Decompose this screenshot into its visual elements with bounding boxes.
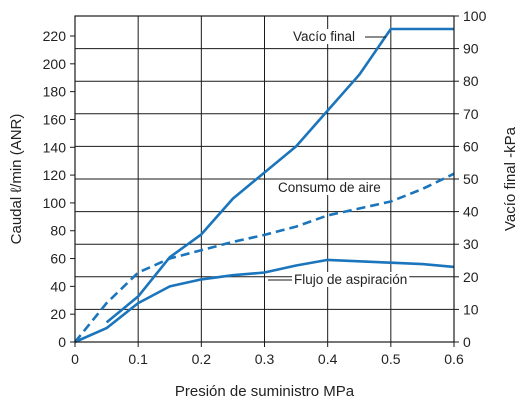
y2-tick-label: 10: [463, 301, 479, 317]
y-tick-label: 140: [43, 139, 67, 155]
y-tick-label: 180: [43, 84, 67, 100]
x-axis-title: Presión de suministro MPa: [175, 383, 355, 400]
x-tick-label: 0.5: [381, 351, 401, 367]
x-tick-label: 0.1: [128, 351, 148, 367]
series-flujo-de-aspiracion: [74, 258, 455, 344]
y-tick-label: 220: [43, 28, 67, 44]
grid: [75, 16, 454, 342]
series-consumo-de-aire: [73, 172, 455, 343]
annotation-background: [292, 272, 410, 287]
annotation-consumo-de-aire: Consumo de aire: [278, 180, 381, 195]
y2-tick-label: 20: [463, 269, 479, 285]
x-tick-label: 0.2: [192, 351, 212, 367]
y2-tick-label: 90: [463, 41, 479, 57]
y-tick-label: 60: [50, 251, 66, 267]
y-tick-label: 20: [50, 306, 66, 322]
y2-tick-label: 100: [463, 8, 487, 24]
x-tick-label: 0.6: [444, 351, 464, 367]
y-tick-label: 40: [50, 278, 66, 294]
y-tick-label: 120: [43, 167, 67, 183]
x-tick-label: 0.3: [255, 351, 275, 367]
x-tick-label: 0.4: [318, 351, 338, 367]
annotation-background: [276, 180, 383, 195]
annotation-flujo-de-aspiracion: Flujo de aspiración: [294, 272, 407, 287]
annotation-leaders: [268, 36, 386, 281]
x-tick-label: 0: [71, 351, 79, 367]
y2-axis-title: Vacío final -kPa: [502, 126, 519, 231]
y2-tick-label: 0: [463, 334, 471, 350]
y2-tick-label: 40: [463, 204, 479, 220]
y-tick-label: 160: [43, 111, 67, 127]
ticks: [70, 15, 459, 347]
tick-labels: 0 0.1 0.2 0.3 0.4 0.5 0.6010203040506070809010…: [43, 8, 487, 367]
y2-tick-label: 70: [463, 106, 479, 122]
annotation-background: [291, 29, 358, 44]
y2-tick-label: 50: [463, 171, 479, 187]
y-axis-title: Caudal ℓ/min (ANR): [8, 114, 25, 245]
y2-tick-label: 60: [463, 138, 479, 154]
y-tick-label: 100: [43, 195, 67, 211]
annotation-vacio-final: Vacío final: [293, 29, 355, 44]
series-layer: [73, 27, 455, 344]
series-vacio-final: [105, 27, 454, 324]
y2-tick-label: 30: [463, 236, 479, 252]
y-tick-label: 0: [58, 334, 66, 350]
y-tick-label: 80: [50, 223, 66, 239]
y2-tick-label: 80: [463, 73, 479, 89]
y-tick-label: 200: [43, 56, 67, 72]
